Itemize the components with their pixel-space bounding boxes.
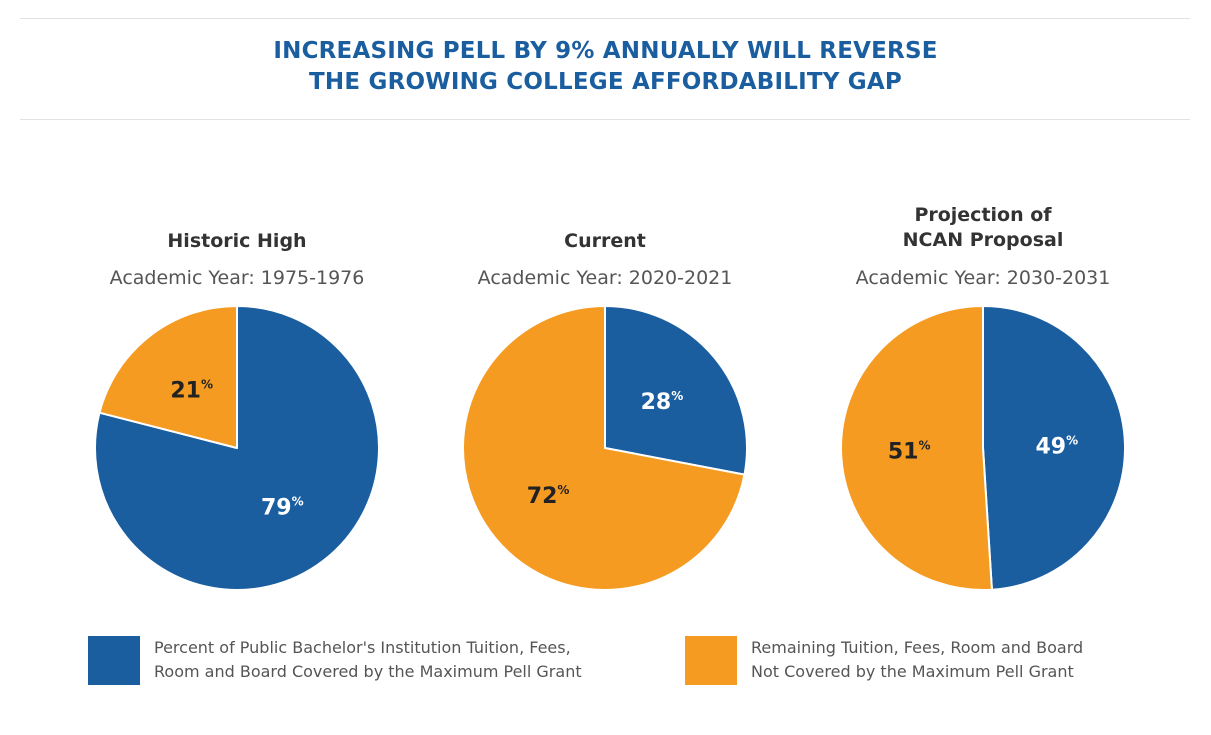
pie-current: Current Academic Year: 2020-2021 28% 72% <box>440 195 770 595</box>
pie-slice-label-remaining: 51% <box>888 438 931 464</box>
pie-historic-high: Historic High Academic Year: 1975-1976 7… <box>72 195 402 595</box>
pie-slice-label-covered: 49% <box>1035 434 1078 460</box>
pie-title-line-2: NCAN Proposal <box>902 229 1064 251</box>
pie-slice-value: 28 <box>641 390 672 415</box>
pie-subtitle: Academic Year: 1975-1976 <box>109 267 365 289</box>
pie-slice-covered <box>604 305 748 476</box>
chart-title: INCREASING PELL BY 9% ANNUALLY WILL REVE… <box>0 36 1211 98</box>
pie-title-line-1: Projection of <box>914 204 1052 226</box>
pie-chart-svg: 79%21% <box>94 305 380 591</box>
legend-label-line-1: Percent of Public Bachelor's Institution… <box>154 638 571 657</box>
pie-slice-percent-sign: % <box>201 378 213 392</box>
pie-title: Projection of NCAN Proposal <box>818 203 1148 253</box>
pie-slice-covered <box>982 305 1127 591</box>
pie-chart-svg: 49%51% <box>840 305 1127 591</box>
pie-subtitle: Academic Year: 2020-2021 <box>477 267 733 289</box>
pie-slice-percent-sign: % <box>1066 434 1078 448</box>
pie-slice-remaining <box>462 305 746 591</box>
legend-label-line-1: Remaining Tuition, Fees, Room and Board <box>751 638 1084 657</box>
legend-swatch-remaining <box>685 636 737 685</box>
legend-label-line-2: Room and Board Covered by the Maximum Pe… <box>154 662 582 681</box>
pie-slice-value: 72 <box>527 484 558 509</box>
pie-slice-percent-sign: % <box>557 483 569 497</box>
pie-slice-remaining <box>840 305 993 591</box>
pie-slice-percent-sign: % <box>671 389 683 403</box>
pie-chart-svg: 28%72% <box>462 305 748 591</box>
pie-slice-remaining <box>98 305 238 449</box>
legend-label-remaining: Remaining Tuition, Fees, Room and Board … <box>751 636 1211 684</box>
pie-title-line-1: Current <box>564 230 646 252</box>
pie-slice-label-covered: 79% <box>261 494 304 520</box>
chart-title-line-1: INCREASING PELL BY 9% ANNUALLY WILL REVE… <box>273 38 938 64</box>
pie-slice-value: 21 <box>170 379 201 404</box>
top-divider <box>20 18 1190 19</box>
pie-slice-label-remaining: 72% <box>527 483 570 509</box>
pie-slice-value: 49 <box>1035 435 1066 460</box>
title-divider <box>20 119 1190 120</box>
pie-slice-value: 79 <box>261 495 292 520</box>
pie-title: Current <box>440 229 770 254</box>
chart-title-line-2: THE GROWING COLLEGE AFFORDABILITY GAP <box>309 69 902 95</box>
legend-swatch-covered <box>88 636 140 685</box>
pie-title-line-1: Historic High <box>167 230 307 252</box>
pie-subtitle: Academic Year: 2030-2031 <box>855 267 1111 289</box>
pie-slice-percent-sign: % <box>918 438 930 452</box>
pie-projection: Projection of NCAN Proposal Academic Yea… <box>818 195 1148 595</box>
pie-slice-label-remaining: 21% <box>170 378 213 404</box>
legend-label-line-2: Not Covered by the Maximum Pell Grant <box>751 662 1074 681</box>
pie-slice-label-covered: 28% <box>641 389 684 415</box>
legend-label-covered: Percent of Public Bachelor's Institution… <box>154 636 624 684</box>
pie-slice-value: 51 <box>888 439 919 464</box>
pie-title: Historic High <box>72 229 402 254</box>
pie-slice-percent-sign: % <box>292 494 304 508</box>
